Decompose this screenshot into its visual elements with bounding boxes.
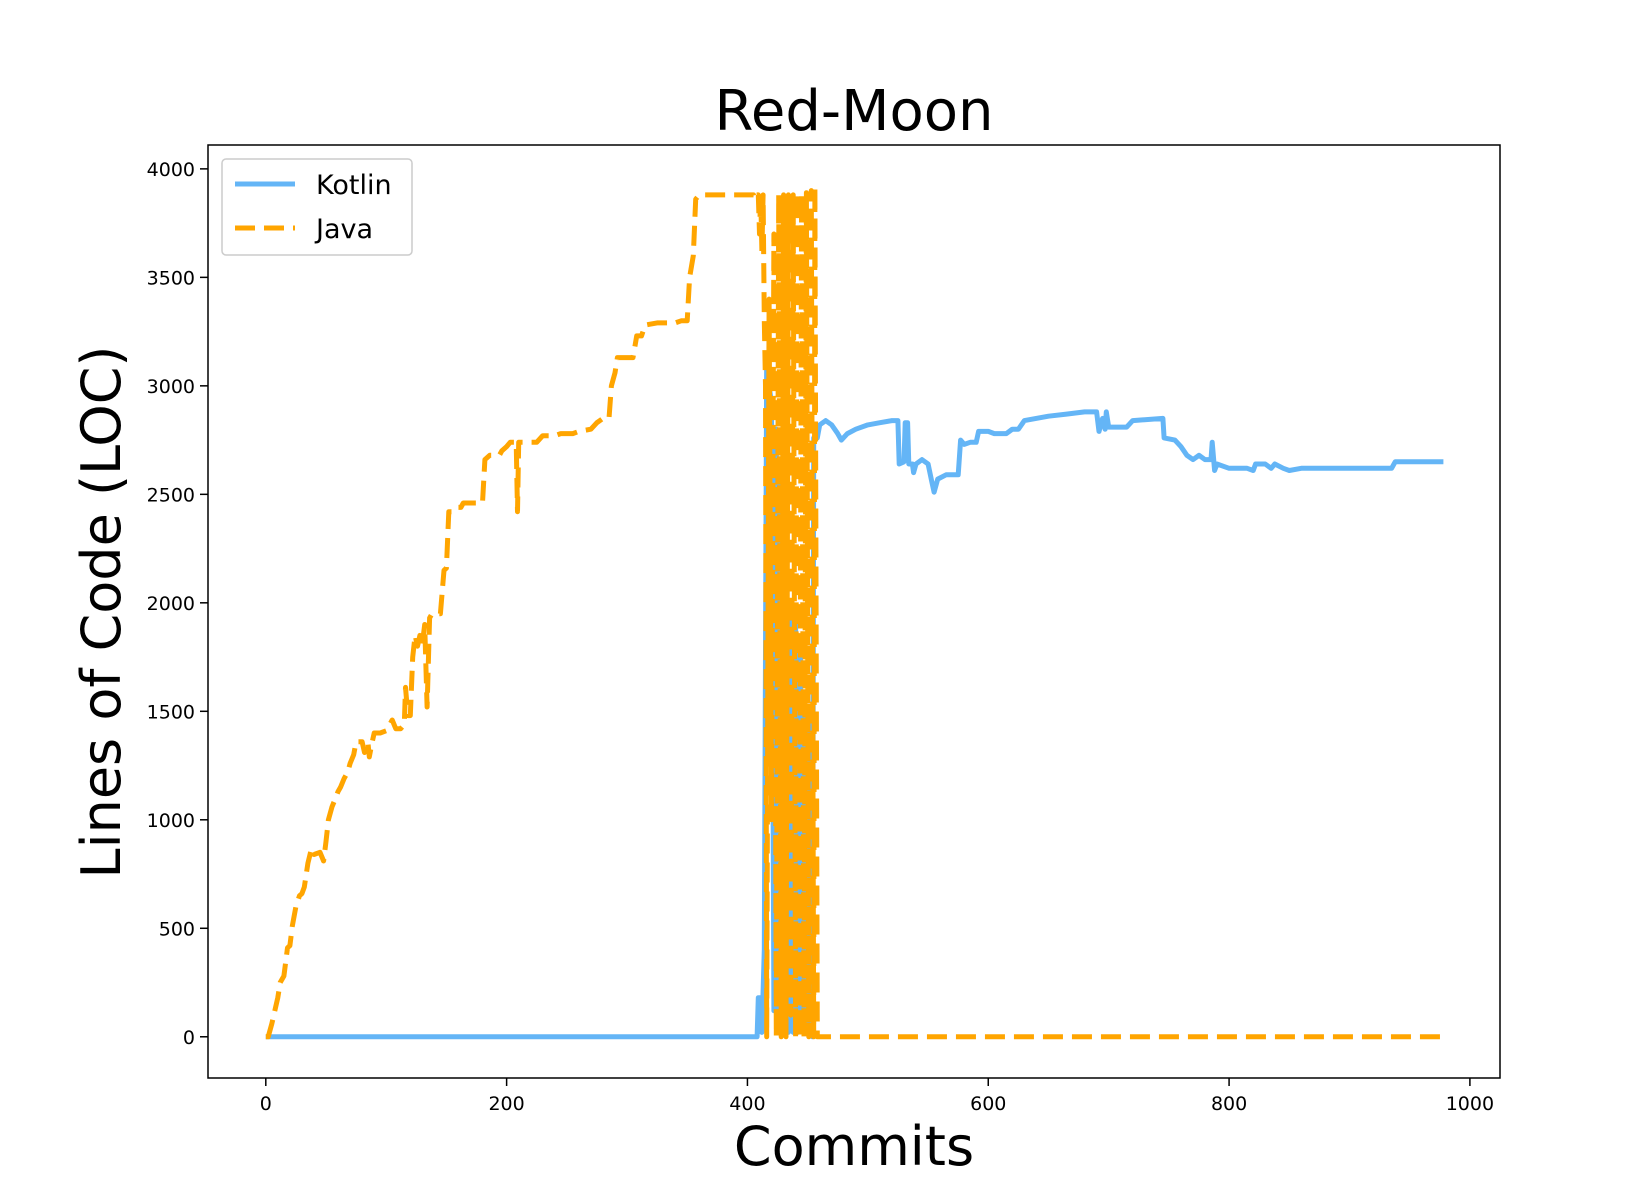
x-tick-label: 1000 xyxy=(1446,1093,1494,1115)
legend-java-label: Java xyxy=(314,214,373,245)
x-tick-label: 400 xyxy=(729,1093,765,1115)
y-tick-label: 1500 xyxy=(147,701,195,723)
y-axis: 0 500 1000 1500 2000 2500 3000 3500 4000 xyxy=(147,159,208,1049)
x-tick-label: 200 xyxy=(488,1093,524,1115)
plot-frame xyxy=(207,144,1501,1079)
series-line-kotlin xyxy=(265,353,1444,1040)
y-tick-label: 2500 xyxy=(147,484,195,506)
x-tick-label: 600 xyxy=(970,1093,1006,1115)
y-tick-label: 0 xyxy=(183,1027,195,1049)
y-axis-title: Lines of Code (LOC) xyxy=(70,346,133,879)
y-tick-label: 2000 xyxy=(147,593,195,615)
plot-area xyxy=(207,144,1501,1079)
series-line-java xyxy=(265,183,1444,1040)
x-tick-label: 800 xyxy=(1211,1093,1247,1115)
series-layer xyxy=(265,183,1444,1040)
legend: Kotlin Java xyxy=(221,158,413,256)
x-axis-title: Commits xyxy=(734,1115,974,1178)
legend-kotlin-label: Kotlin xyxy=(316,170,392,201)
y-tick-label: 1000 xyxy=(147,810,195,832)
x-tick-label: 0 xyxy=(260,1093,272,1115)
x-axis: 0 200 400 600 800 1000 xyxy=(260,1078,1494,1115)
y-tick-label: 3000 xyxy=(147,376,195,398)
y-tick-label: 3500 xyxy=(147,267,195,289)
chart-title: Red-Moon xyxy=(715,79,994,144)
y-tick-label: 500 xyxy=(159,918,195,940)
y-tick-label: 4000 xyxy=(147,159,195,181)
